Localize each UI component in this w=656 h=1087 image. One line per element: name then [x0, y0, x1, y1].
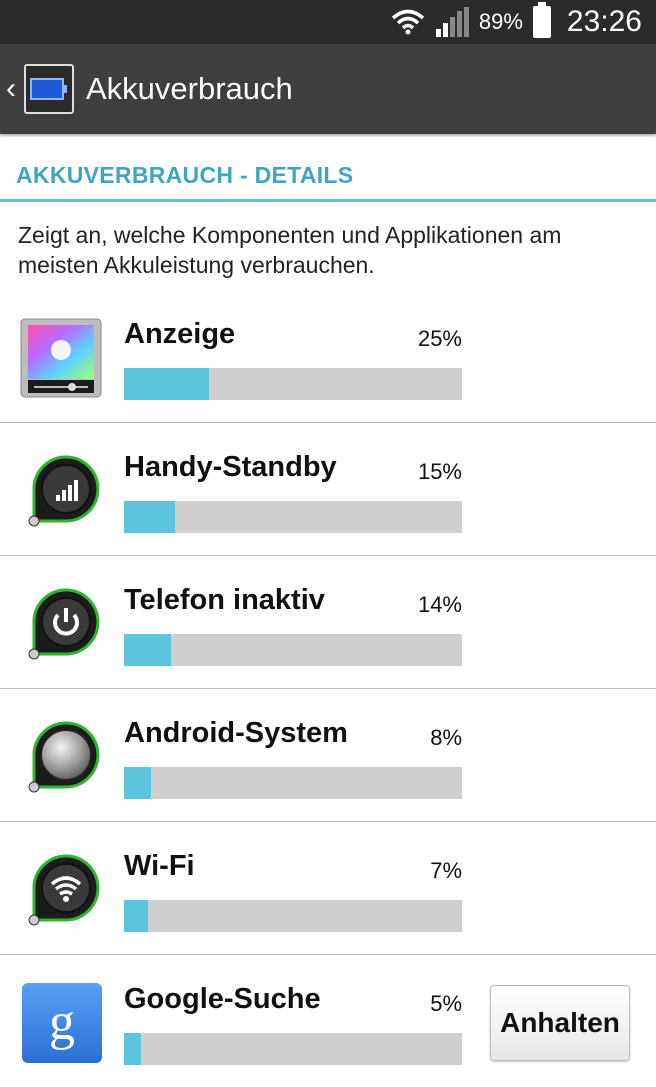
battery-icon: [532, 2, 551, 38]
item-name: Android-System: [124, 717, 348, 749]
action-bar: ‹ Akkuverbrauch: [0, 44, 656, 134]
item-percent: 8%: [430, 725, 462, 750]
usage-bar-fill: [124, 767, 152, 799]
item-name: Handy-Standby: [124, 451, 337, 483]
list-item-anzeige[interactable]: Anzeige 25%: [0, 290, 656, 423]
power-icon: [28, 588, 100, 660]
back-chevron-icon[interactable]: ‹: [6, 72, 16, 105]
usage-bar-fill: [124, 634, 172, 666]
page-title: Akkuverbrauch: [86, 71, 293, 106]
usage-bar-fill: [124, 1033, 141, 1065]
usage-bar-fill: [124, 900, 148, 932]
usage-bar-fill: [124, 368, 209, 400]
usage-bar: [124, 501, 462, 533]
item-percent: 15%: [417, 459, 462, 484]
usage-bar: [124, 1033, 462, 1065]
usage-bar-fill: [124, 501, 175, 533]
usage-bar: [124, 900, 462, 932]
list-item-google-suche[interactable]: g Google-Suche 5% Anhalten: [0, 955, 656, 1087]
list-item-handy-standby[interactable]: Handy-Standby 15%: [0, 423, 656, 556]
section-header: AKKUVERBRAUCH - DETAILS: [0, 162, 656, 202]
item-name: Google-Suche: [124, 983, 321, 1015]
signal-icon: [28, 455, 100, 527]
list-item-wi-fi[interactable]: Wi-Fi 7%: [0, 822, 656, 955]
battery-percent: 89%: [478, 9, 523, 34]
battery-app-icon[interactable]: [24, 64, 74, 114]
usage-bar: [124, 634, 462, 666]
google-search-icon: g: [22, 983, 102, 1063]
item-name: Telefon inaktiv: [124, 584, 325, 616]
item-percent: 25%: [417, 326, 462, 351]
item-name: Wi-Fi: [124, 850, 195, 882]
clock: 23:26: [566, 5, 642, 38]
wifi-icon: [28, 854, 100, 926]
status-bar: 89% 23:26: [0, 0, 656, 44]
signal-status-icon: [435, 7, 469, 37]
wifi-status-icon: [391, 9, 425, 35]
android-system-icon: [28, 721, 100, 793]
item-percent: 5%: [430, 991, 462, 1016]
item-percent: 14%: [417, 592, 462, 617]
list-item-telefon-inaktiv[interactable]: Telefon inaktiv 14%: [0, 556, 656, 689]
svg-text:g: g: [49, 994, 75, 1051]
list-item-android-system[interactable]: Android-System 8%: [0, 689, 656, 822]
item-name: Anzeige: [124, 318, 236, 350]
item-percent: 7%: [430, 858, 462, 883]
usage-list: Anzeige 25% Handy-Standby 15% Telefon in…: [0, 290, 656, 1087]
display-icon: [20, 318, 102, 398]
usage-bar: [124, 767, 462, 799]
stop-button[interactable]: Anhalten: [490, 985, 630, 1061]
description-text: Zeigt an, welche Komponenten und Applika…: [18, 222, 562, 278]
usage-bar: [124, 368, 462, 400]
